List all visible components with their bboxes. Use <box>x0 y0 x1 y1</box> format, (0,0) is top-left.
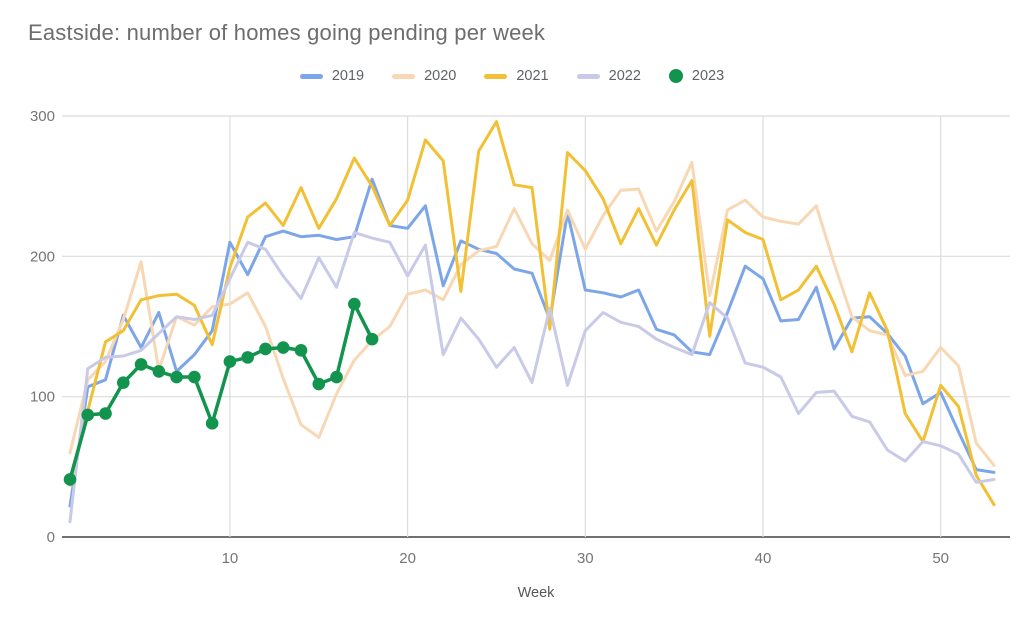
series-point-2023-w15 <box>312 377 326 391</box>
x-tick-label-20: 20 <box>399 550 416 567</box>
y-tick-label-0: 0 <box>47 529 55 546</box>
legend-item-2021: 2021 <box>484 68 549 84</box>
legend-item-2019: 2019 <box>299 68 365 84</box>
series-point-2023-w1 <box>63 473 77 486</box>
legend-item-2023: 2023 <box>668 68 725 84</box>
x-tick-label-10: 10 <box>222 550 239 567</box>
x-tick-label-40: 40 <box>755 550 772 567</box>
series-point-2023-w13 <box>276 341 290 354</box>
y-tick-label-200: 200 <box>30 248 55 265</box>
legend-swatch-2023 <box>668 69 683 83</box>
legend-label-2022: 2022 <box>608 68 641 84</box>
series-line-2021 <box>68 120 996 507</box>
series-point-2023-w18 <box>365 332 379 346</box>
y-tick-label-300: 300 <box>30 108 55 125</box>
series-point-2023-w8 <box>188 370 201 384</box>
legend-label-2021: 2021 <box>516 68 549 84</box>
series-point-2023-w10 <box>223 355 237 368</box>
series-point-2023-w14 <box>294 344 308 357</box>
chart-title: Eastside: number of homes going pending … <box>28 20 546 45</box>
series-line-2019 <box>68 177 996 508</box>
series-point-2023-w17 <box>348 297 361 311</box>
legend-item-2022: 2022 <box>576 68 641 84</box>
series-line-2020 <box>68 160 996 467</box>
series-line-2023 <box>68 302 374 482</box>
legend-label-2020: 2020 <box>424 68 457 84</box>
series-point-2023-w4 <box>117 376 130 389</box>
x-tick-label-30: 30 <box>577 550 594 567</box>
legend-swatch-2020 <box>392 73 416 79</box>
y-tick-label-100: 100 <box>30 389 55 406</box>
series-point-2023-w7 <box>170 370 183 384</box>
legend-label-2023: 2023 <box>691 68 725 84</box>
series-point-2023-w3 <box>99 407 112 420</box>
legend-swatch-2021 <box>484 73 508 79</box>
series-point-2023-w9 <box>205 417 219 430</box>
series-line-2022 <box>68 231 996 524</box>
series-point-2023-w6 <box>152 365 166 378</box>
legend-swatch-2022 <box>576 73 600 79</box>
legend-label-2019: 2019 <box>331 68 365 84</box>
x-tick-label-50: 50 <box>932 550 949 567</box>
series-point-2023-w11 <box>241 351 254 364</box>
legend-item-2020: 2020 <box>392 68 456 84</box>
x-axis-title: Week <box>517 585 555 601</box>
chart-legend: 2019 2020 2021 2022 2023 <box>0 63 1024 89</box>
series-point-2023-w16 <box>330 370 343 384</box>
series-point-2023-w12 <box>259 342 272 356</box>
legend-swatch-2019 <box>299 73 323 79</box>
series-point-2023-w2 <box>81 408 95 422</box>
series-point-2023-w5 <box>134 358 148 371</box>
